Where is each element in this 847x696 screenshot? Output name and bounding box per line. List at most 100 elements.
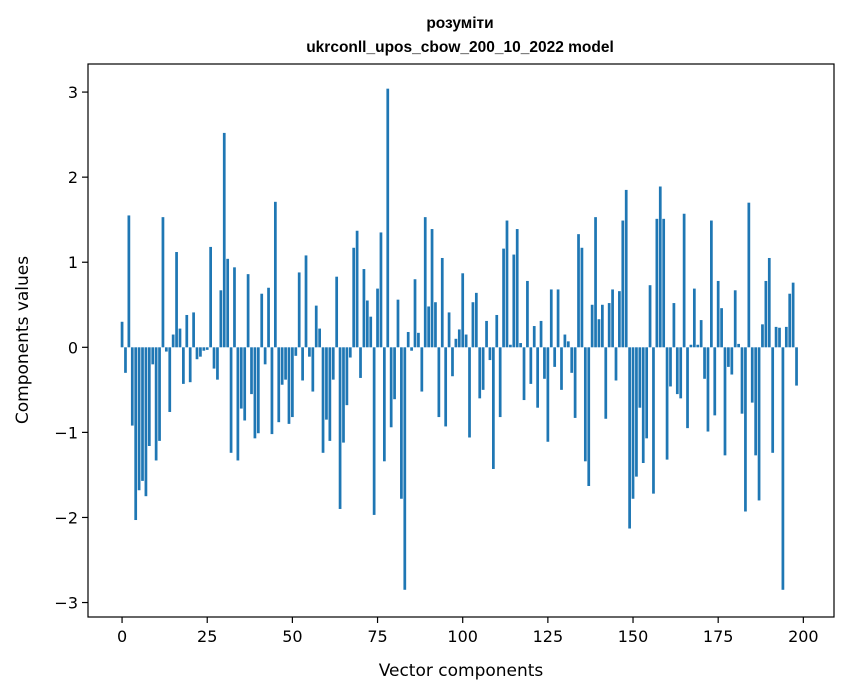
bar-72 bbox=[365, 300, 369, 348]
bar-171 bbox=[703, 347, 706, 379]
bar-146 bbox=[618, 291, 621, 348]
bar-123 bbox=[539, 320, 543, 348]
bar-18 bbox=[182, 347, 185, 384]
bar-156 bbox=[652, 347, 655, 494]
bar-116 bbox=[515, 229, 519, 348]
bar-98 bbox=[454, 338, 458, 348]
x-tick-label: 200 bbox=[788, 627, 819, 646]
bar-197 bbox=[791, 282, 795, 348]
bar-7 bbox=[144, 347, 148, 497]
bar-134 bbox=[577, 234, 580, 348]
bar-22 bbox=[195, 347, 199, 360]
bar-191 bbox=[771, 347, 775, 453]
bar-94 bbox=[440, 257, 444, 348]
bar-90 bbox=[427, 306, 431, 348]
bar-16 bbox=[175, 252, 178, 348]
bar-44 bbox=[270, 347, 274, 435]
bar-34 bbox=[236, 347, 240, 461]
bar-192 bbox=[774, 326, 778, 348]
bar-96 bbox=[447, 312, 451, 348]
bar-179 bbox=[730, 347, 734, 375]
bar-124 bbox=[543, 347, 546, 379]
y-tick-label: −1 bbox=[54, 423, 78, 442]
bar-25 bbox=[205, 347, 209, 350]
bar-141 bbox=[601, 304, 604, 348]
y-axis-ticks: −3 −2 −1 0 1 2 3 bbox=[54, 83, 88, 613]
bar-20 bbox=[188, 347, 192, 383]
bar-187 bbox=[757, 347, 761, 501]
bar-169 bbox=[696, 344, 700, 348]
bar-130 bbox=[563, 334, 567, 348]
bar-70 bbox=[359, 347, 362, 378]
bar-131 bbox=[566, 341, 570, 348]
bar-26 bbox=[209, 246, 212, 348]
bar-85 bbox=[410, 347, 413, 351]
bar-185 bbox=[750, 347, 754, 403]
bar-64 bbox=[338, 347, 342, 509]
bar-97 bbox=[451, 347, 454, 377]
bar-186 bbox=[754, 347, 758, 456]
bar-148 bbox=[624, 189, 628, 348]
bar-74 bbox=[372, 347, 376, 515]
bar-101 bbox=[464, 334, 468, 348]
bar-24 bbox=[202, 347, 206, 351]
bar-161 bbox=[669, 347, 672, 387]
bar-9 bbox=[151, 347, 155, 365]
bar-65 bbox=[342, 347, 345, 443]
bar-45 bbox=[273, 201, 277, 348]
bar-10 bbox=[154, 347, 158, 461]
bar-6 bbox=[141, 347, 144, 481]
bar-196 bbox=[788, 293, 792, 348]
bar-8 bbox=[147, 347, 151, 446]
bar-28 bbox=[216, 347, 219, 380]
bar-153 bbox=[641, 347, 645, 464]
bar-40 bbox=[256, 347, 260, 434]
bar-67 bbox=[348, 347, 352, 358]
chart-title-line2: ukrconll_upos_cbow_200_10_2022 model bbox=[306, 39, 614, 56]
bar-21 bbox=[192, 312, 195, 348]
bar-14 bbox=[168, 347, 172, 412]
bar-100 bbox=[461, 273, 465, 348]
bar-172 bbox=[706, 347, 710, 432]
bar-115 bbox=[512, 254, 516, 348]
bar-77 bbox=[382, 347, 386, 462]
bar-66 bbox=[345, 347, 349, 406]
bar-38 bbox=[250, 347, 253, 395]
bar-87 bbox=[417, 332, 420, 348]
bar-108 bbox=[488, 347, 492, 361]
bar-61 bbox=[328, 347, 332, 441]
bar-23 bbox=[199, 347, 202, 357]
bar-135 bbox=[580, 247, 584, 348]
bar-195 bbox=[784, 326, 788, 348]
bar-62 bbox=[331, 347, 335, 380]
bar-42 bbox=[263, 347, 267, 365]
plot-frame bbox=[87, 63, 835, 618]
bar-81 bbox=[396, 299, 400, 348]
x-tick-label: 50 bbox=[282, 627, 302, 646]
bar-57 bbox=[314, 305, 318, 348]
bar-31 bbox=[226, 258, 230, 348]
x-tick-label: 100 bbox=[447, 627, 478, 646]
bar-111 bbox=[498, 347, 502, 418]
y-tick-label: 1 bbox=[68, 253, 78, 272]
bar-5 bbox=[137, 347, 141, 491]
bar-88 bbox=[420, 347, 424, 392]
bar-164 bbox=[679, 347, 683, 399]
y-tick-label: −2 bbox=[54, 508, 78, 527]
bar-71 bbox=[362, 269, 366, 348]
bar-120 bbox=[529, 347, 533, 384]
bar-181 bbox=[737, 343, 740, 348]
bar-2 bbox=[127, 215, 131, 348]
bar-198 bbox=[795, 347, 798, 386]
bar-73 bbox=[369, 316, 373, 348]
bar-106 bbox=[481, 347, 485, 390]
bar-127 bbox=[553, 347, 557, 367]
bars bbox=[120, 88, 798, 590]
bar-12 bbox=[161, 217, 165, 348]
bar-122 bbox=[536, 347, 540, 408]
bar-138 bbox=[590, 304, 594, 348]
bar-84 bbox=[406, 331, 410, 348]
bar-157 bbox=[655, 218, 659, 348]
bar-126 bbox=[549, 289, 553, 348]
